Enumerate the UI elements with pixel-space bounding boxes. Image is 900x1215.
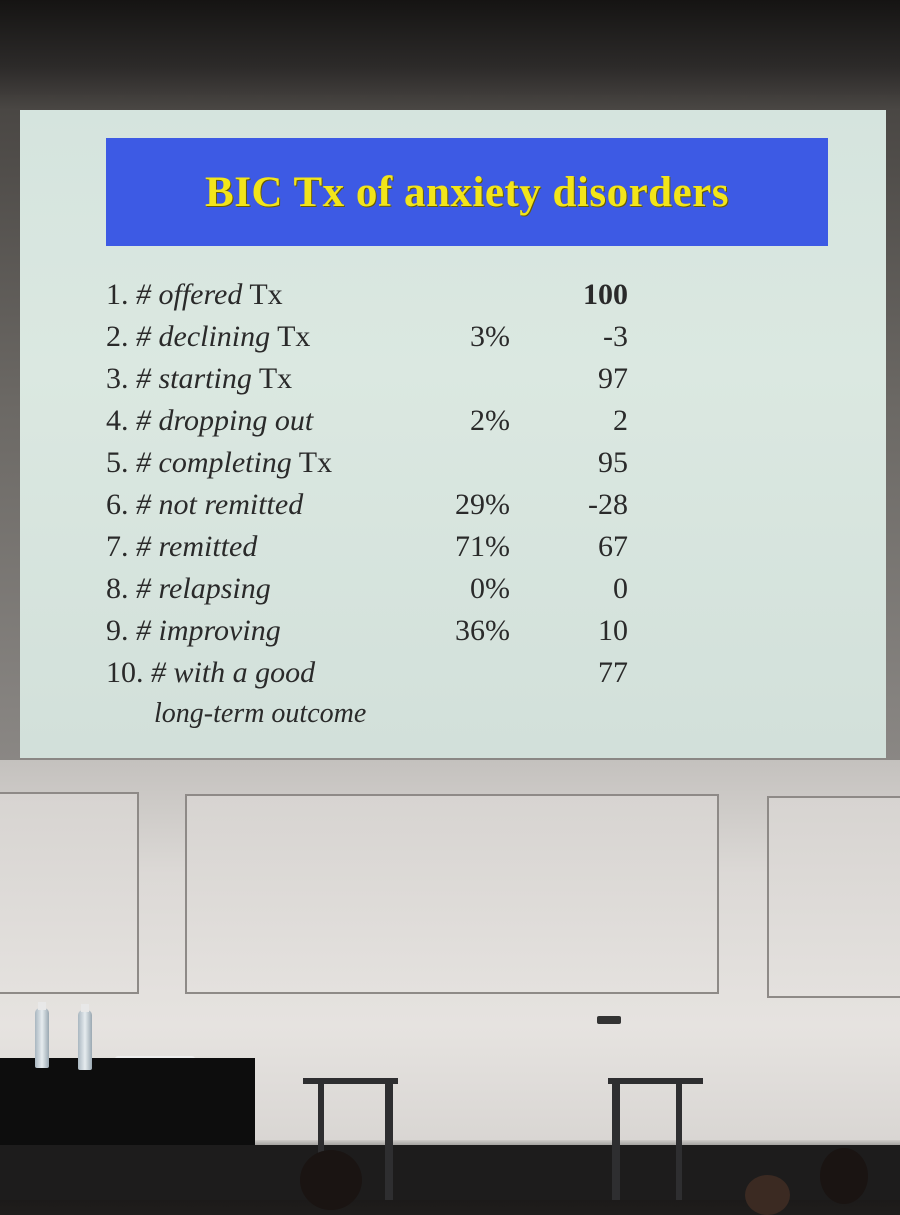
table-row: 3. # starting Tx 97 <box>20 362 886 402</box>
row-number: 9. <box>106 614 129 647</box>
row-percent: 3% <box>470 320 510 353</box>
row-label-tail: Tx <box>242 278 283 311</box>
table-row: 1. # offered Tx 100 <box>20 278 886 318</box>
row-label-italic: # remitted <box>136 530 258 563</box>
wall-panel-right <box>767 796 900 998</box>
row-value: -28 <box>588 488 628 521</box>
row-number: 6. <box>106 488 129 521</box>
stair-railing <box>303 1078 398 1084</box>
row-label: 8. # relapsing <box>106 572 271 606</box>
table-row: 8. # relapsing 0% 0 <box>20 572 886 612</box>
row-percent: 36% <box>455 614 510 647</box>
row-label-italic: # starting <box>136 362 252 395</box>
slide-title: BIC Tx of anxiety disorders <box>205 168 729 216</box>
ceiling <box>0 0 900 95</box>
row-label: 10. # with a good <box>106 656 315 690</box>
row-value: 100 <box>583 278 628 311</box>
row-percent: 71% <box>455 530 510 563</box>
projection-screen: BIC Tx of anxiety disorders 1. # offered… <box>20 110 886 758</box>
stair-railing-post <box>385 1078 393 1200</box>
whiteboard <box>185 794 719 1024</box>
row-percent: 0% <box>470 572 510 605</box>
row-value: 2 <box>613 404 628 437</box>
row-label-tail: Tx <box>251 362 293 395</box>
bottle-cap <box>38 1002 46 1010</box>
row-value: 67 <box>598 530 628 563</box>
stair-railing-post <box>676 1078 682 1200</box>
row-label-tail: Tx <box>291 446 333 479</box>
row-label: 1. # offered Tx <box>106 278 283 312</box>
audience-head <box>300 1150 362 1210</box>
row-value: 97 <box>598 362 628 395</box>
row-number: 4. <box>106 404 129 437</box>
water-bottle <box>78 1010 92 1070</box>
wall-panel-left <box>0 792 139 994</box>
stair-railing-post <box>612 1078 620 1200</box>
row-label: 6. # not remitted <box>106 488 303 522</box>
row-label: 9. # improving <box>106 614 281 648</box>
row-label-italic: # offered <box>136 278 243 311</box>
row-percent: 2% <box>470 404 510 437</box>
row-label: 2. # declining Tx <box>106 320 310 354</box>
stair-railing <box>608 1078 703 1084</box>
slide-title-band: BIC Tx of anxiety disorders <box>106 138 828 246</box>
bottle-cap <box>81 1004 89 1012</box>
row-number: 8. <box>106 572 129 605</box>
table-row: 6. # not remitted 29% -28 <box>20 488 886 528</box>
row-label-italic: # with a good <box>151 656 316 689</box>
stair-railing-post <box>318 1078 324 1200</box>
marker-tray <box>597 1016 621 1024</box>
water-bottle <box>35 1008 49 1068</box>
row-value: 95 <box>598 446 628 479</box>
row-number: 7. <box>106 530 129 563</box>
row-label-italic: # relapsing <box>136 572 271 605</box>
row-value: 0 <box>613 572 628 605</box>
row-number: 2. <box>106 320 129 353</box>
row-label: 7. # remitted <box>106 530 257 564</box>
row-value: -3 <box>603 320 628 353</box>
row-value: 77 <box>598 656 628 689</box>
audience-head <box>745 1175 790 1215</box>
table-row: 7. # remitted 71% 67 <box>20 530 886 570</box>
table-row: 2. # declining Tx 3% -3 <box>20 320 886 360</box>
row-label: 4. # dropping out <box>106 404 313 438</box>
row-label-italic: # completing <box>136 446 292 479</box>
audience-head <box>820 1148 868 1204</box>
row-label: 5. # completing Tx <box>106 446 332 480</box>
row-number: 1. <box>106 278 129 311</box>
row-number: 3. <box>106 362 129 395</box>
table-row: 4. # dropping out 2% 2 <box>20 404 886 444</box>
row-percent: 29% <box>455 488 510 521</box>
row-label-italic: # not remitted <box>136 488 304 521</box>
table-row: 5. # completing Tx 95 <box>20 446 886 486</box>
row-label-italic: # dropping out <box>136 404 314 437</box>
row-label: 3. # starting Tx <box>106 362 292 396</box>
row-number: 10. <box>106 656 144 689</box>
row-10-continuation: long-term outcome <box>154 698 367 729</box>
row-label-italic: # improving <box>136 614 281 647</box>
row-value: 10 <box>598 614 628 647</box>
row-number: 5. <box>106 446 129 479</box>
row-label-tail: Tx <box>270 320 311 353</box>
row-label-italic: # declining <box>136 320 271 353</box>
table-row: 9. # improving 36% 10 <box>20 614 886 654</box>
table-row: 10. # with a good 77 <box>20 656 886 696</box>
